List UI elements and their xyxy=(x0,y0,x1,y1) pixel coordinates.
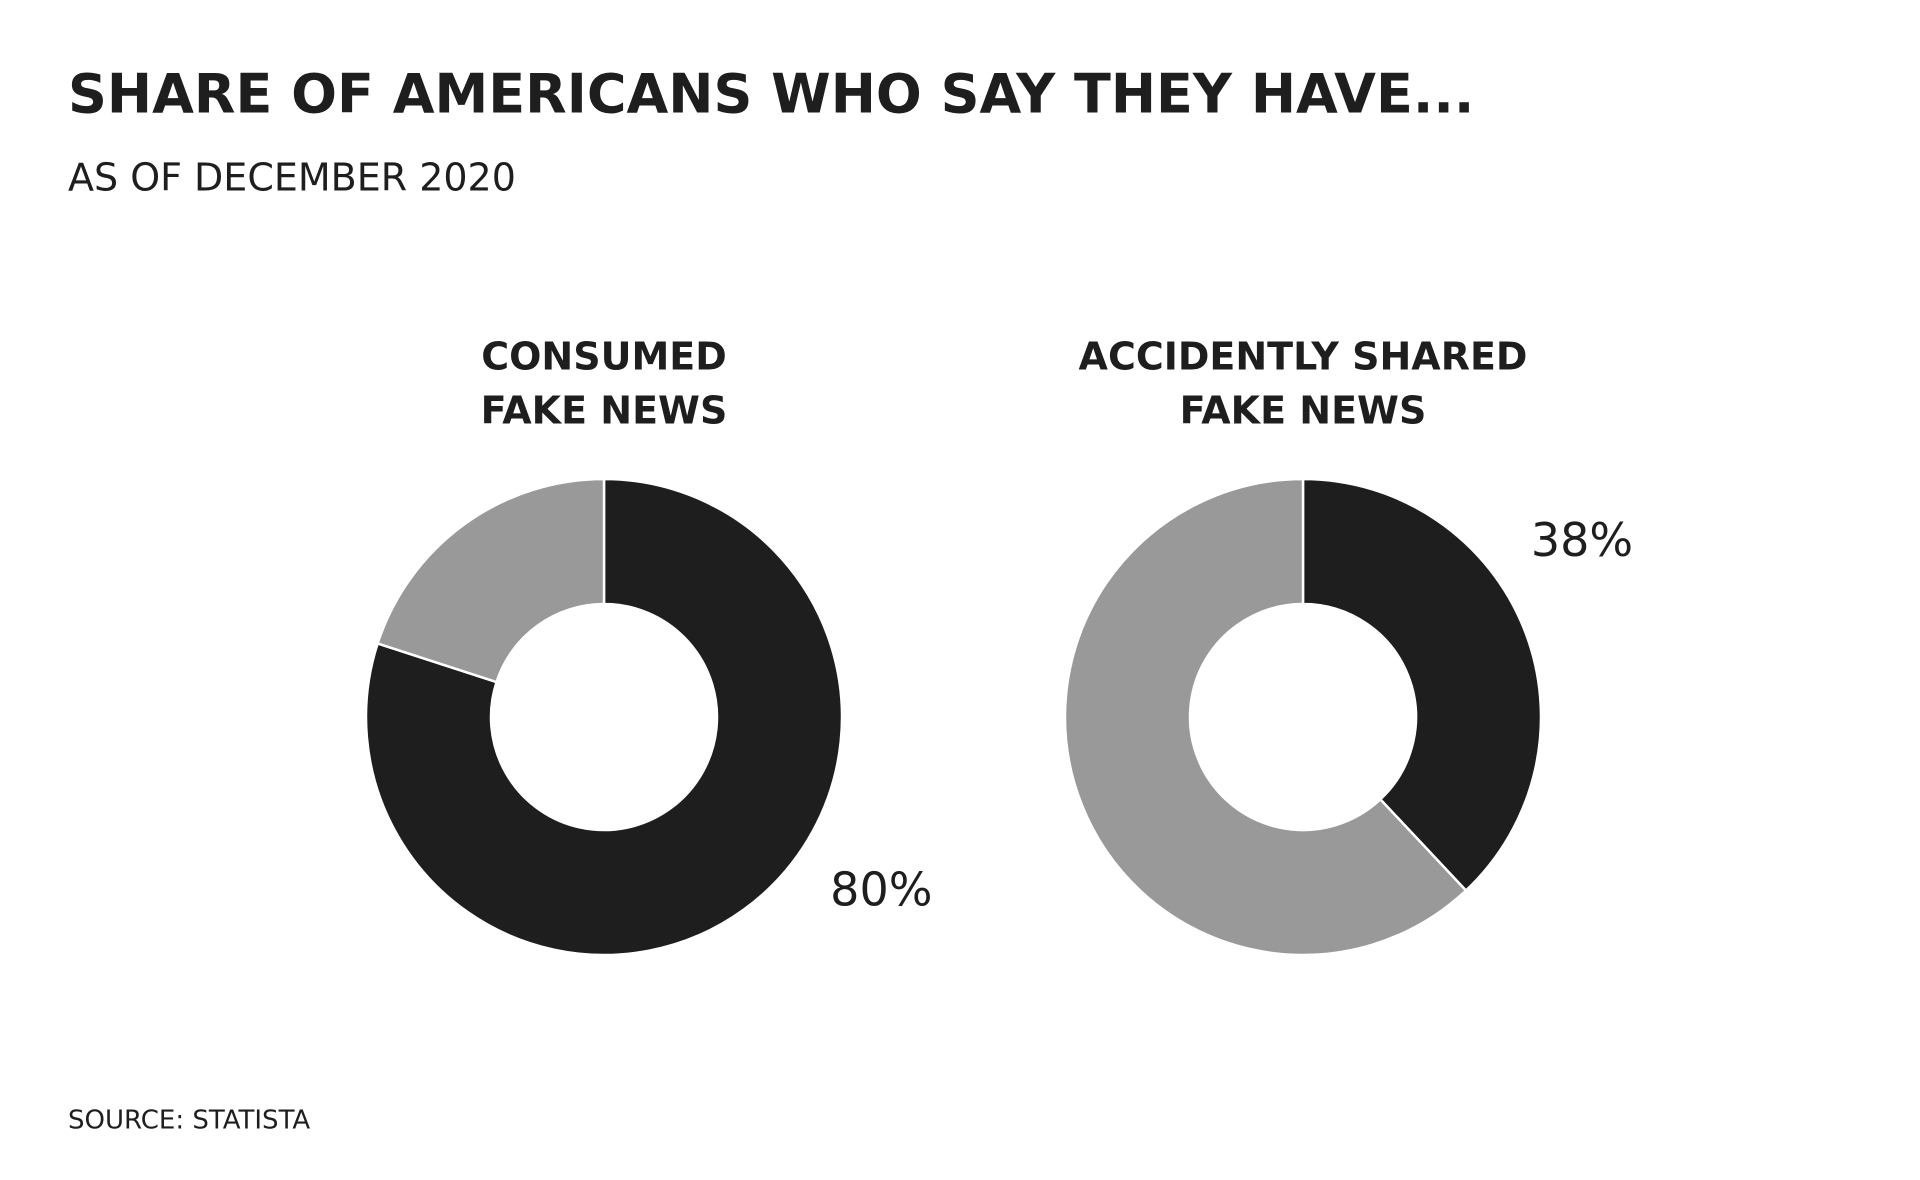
source: SOURCE: STATISTA xyxy=(68,1106,310,1136)
chart-title: CONSUMED xyxy=(481,335,727,379)
page-subtitle: AS OF DECEMBER 2020 xyxy=(68,156,516,200)
chart-title: FAKE NEWS xyxy=(481,389,728,433)
chart-title: ACCIDENTLY SHARED xyxy=(1079,335,1528,379)
chart-title: FAKE NEWS xyxy=(1180,389,1427,433)
page-title: SHARE OF AMERICANS WHO SAY THEY HAVE... xyxy=(68,63,1474,126)
donut-slice xyxy=(376,477,606,684)
value-label: 80% xyxy=(830,862,932,916)
value-label: 38% xyxy=(1531,513,1633,567)
donut-slice xyxy=(1063,477,1468,957)
donut-slice xyxy=(364,477,844,957)
donut-slice xyxy=(1301,477,1543,893)
